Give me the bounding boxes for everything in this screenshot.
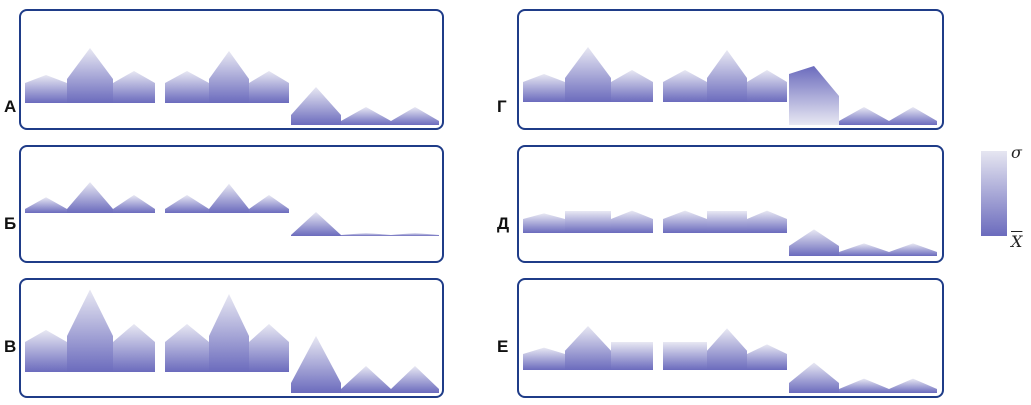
ribbon-peak <box>707 211 747 233</box>
ribbon-peak <box>67 182 113 213</box>
ribbon-peak <box>113 71 155 103</box>
ribbon-peak <box>523 213 565 233</box>
ribbon-peak <box>523 74 565 102</box>
ribbon-peak-lower <box>391 366 439 393</box>
panel-label-e: Е <box>497 337 509 356</box>
ribbon-peak <box>113 195 155 213</box>
ribbon-peak <box>663 342 707 370</box>
ribbon-peak <box>663 70 707 102</box>
ribbon-peak <box>67 48 113 103</box>
ribbon-peak-lower <box>839 107 889 125</box>
ribbon-peak <box>209 183 249 213</box>
ribbon-peak <box>707 50 747 102</box>
panel-4 <box>517 9 944 130</box>
ribbon-peak <box>249 71 289 103</box>
ribbon-peak-lower <box>291 212 341 236</box>
ribbon-peak <box>209 294 249 372</box>
ribbon-peak <box>565 326 611 370</box>
ribbon-peak-lower <box>889 107 937 125</box>
ribbon-peak <box>249 324 289 372</box>
panel-label-g: Г <box>497 97 507 116</box>
ribbon-peak-lower <box>291 336 341 393</box>
ribbon-peak <box>565 47 611 102</box>
ribbon-peak <box>165 195 209 213</box>
ribbon-peak <box>747 70 787 102</box>
panel-2 <box>19 145 444 263</box>
panel-label-v: В <box>4 337 17 356</box>
panel-frame <box>19 9 444 130</box>
panel-label-b: Б <box>4 214 17 233</box>
ribbon-peak <box>25 330 67 372</box>
ribbon-peak <box>611 342 653 370</box>
ribbon-peak <box>611 210 653 233</box>
ribbon-peak <box>209 51 249 103</box>
ribbon-peak-lower <box>341 366 391 393</box>
panel-5 <box>517 145 944 263</box>
ribbon-peak <box>707 328 747 370</box>
ribbon-peak <box>565 211 611 233</box>
ribbon-peak <box>523 347 565 370</box>
ribbon-peak-lower <box>839 243 889 256</box>
ribbon-peak-lower <box>839 378 889 393</box>
ribbon-peak <box>747 344 787 370</box>
panel-frame <box>517 278 944 398</box>
panel-3 <box>19 278 444 398</box>
ribbon-drop <box>789 66 839 125</box>
ribbon-peak-lower <box>391 107 439 125</box>
ribbon-peak <box>611 70 653 102</box>
ribbon-peak-lower <box>889 243 937 256</box>
ribbon-peak <box>67 289 113 372</box>
ribbon-peak-lower <box>391 233 439 236</box>
ribbon-peak <box>663 210 707 233</box>
panel-label-a: А <box>4 97 17 116</box>
ribbon-peak <box>165 324 209 372</box>
panel-frame <box>517 145 944 263</box>
legend-x-label: X <box>1011 232 1023 251</box>
ribbon-peak-lower <box>789 362 839 393</box>
legend-gradient-bar <box>981 151 1007 236</box>
ribbon-peak-lower <box>789 229 839 256</box>
ribbon-peak-lower <box>341 107 391 125</box>
panel-1 <box>19 9 444 130</box>
ribbon-peak-lower <box>341 233 391 236</box>
ribbon-peak <box>249 195 289 213</box>
ribbon-peak-lower <box>889 378 937 393</box>
ribbon-peak <box>113 324 155 372</box>
panel-frame <box>19 145 444 263</box>
ribbon-peak <box>25 75 67 103</box>
ribbon-peak <box>165 71 209 103</box>
panel-label-d: Д <box>497 214 510 233</box>
ribbon-peak <box>747 210 787 233</box>
ribbon-peak-lower <box>291 87 341 125</box>
panel-frame <box>517 9 944 130</box>
legend-sigma-label: σ <box>1011 143 1022 162</box>
ribbon-peak <box>25 197 67 213</box>
panel-frame <box>19 278 444 398</box>
panel-6 <box>517 278 944 398</box>
